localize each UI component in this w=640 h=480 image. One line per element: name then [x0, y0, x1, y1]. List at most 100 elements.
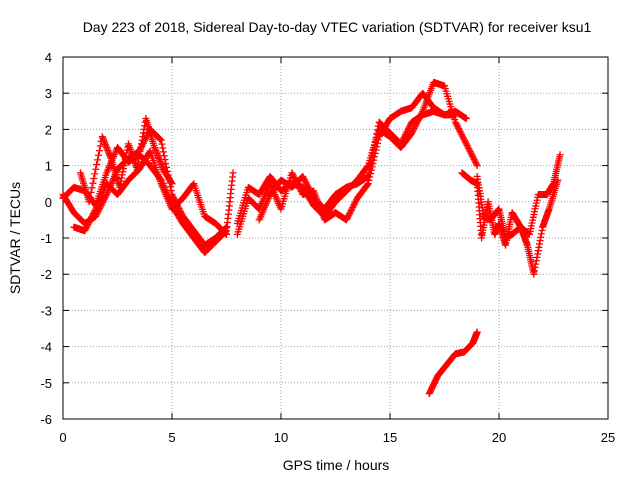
data-point: [406, 121, 414, 129]
data-point: [222, 230, 230, 238]
data-point: [83, 222, 91, 230]
data-point: [160, 152, 168, 160]
data-point: [461, 137, 469, 145]
data-point: [349, 202, 357, 210]
data-point: [402, 129, 410, 137]
data-point: [93, 161, 101, 169]
data-point: [295, 183, 303, 191]
data-point: [364, 180, 372, 188]
data-point: [366, 165, 374, 173]
data-point: [88, 213, 96, 221]
data-point: [367, 157, 375, 165]
data-point: [365, 169, 373, 177]
data-point: [370, 141, 378, 149]
data-point: [455, 126, 463, 134]
data-point: [342, 216, 350, 224]
data-point: [85, 198, 93, 206]
data-point: [350, 200, 358, 208]
data-point: [473, 328, 481, 336]
data-point: [472, 158, 480, 166]
x-tick-label: 20: [492, 430, 506, 445]
x-tick-label: 5: [168, 430, 175, 445]
data-point: [347, 207, 355, 215]
data-point: [463, 141, 471, 149]
x-tick-label: 0: [59, 430, 66, 445]
data-point: [90, 208, 98, 216]
data-point: [299, 172, 307, 180]
data-point: [87, 188, 95, 196]
data-point: [400, 134, 408, 142]
x-tick-label: 15: [383, 430, 397, 445]
data-point: [465, 146, 473, 154]
data-point: [466, 148, 474, 156]
data-point: [156, 135, 164, 143]
data-point: [343, 214, 351, 222]
data-point: [81, 227, 89, 235]
data-point: [302, 179, 310, 187]
data-point: [454, 123, 462, 131]
y-tick-label: -3: [40, 303, 52, 318]
data-point: [221, 229, 229, 237]
data-point: [455, 124, 463, 132]
data-point: [451, 111, 459, 119]
data-point: [304, 183, 312, 191]
data-point: [352, 197, 360, 205]
data-point: [86, 216, 94, 224]
series-track-3: [70, 147, 230, 238]
data-point: [92, 165, 100, 173]
data-point: [349, 203, 357, 211]
data-point: [374, 126, 382, 134]
x-tick-label: 25: [601, 430, 615, 445]
y-tick-label: 3: [45, 86, 52, 101]
data-point: [88, 184, 96, 192]
data-point: [465, 145, 473, 153]
data-point: [372, 134, 380, 142]
x-tick-label: 10: [274, 430, 288, 445]
y-tick-label: 4: [45, 50, 52, 65]
data-point: [85, 219, 93, 227]
data-point: [290, 173, 298, 181]
data-point: [472, 160, 480, 168]
data-point: [91, 207, 99, 215]
data-point: [223, 230, 230, 238]
data-point: [397, 140, 405, 148]
data-point: [296, 186, 304, 194]
data-point: [303, 182, 311, 190]
data-point: [473, 162, 481, 170]
y-tick-label: 0: [45, 195, 52, 210]
data-point: [85, 217, 93, 225]
data-point: [87, 214, 95, 222]
data-point: [345, 211, 353, 219]
data-point: [556, 151, 564, 159]
data-point: [405, 124, 413, 132]
data-point: [457, 129, 465, 137]
data-point: [189, 181, 197, 189]
data-point: [469, 152, 477, 160]
data-point: [458, 132, 466, 140]
data-point: [351, 199, 359, 207]
chart-title: Day 223 of 2018, Sidereal Day-to-day VTE…: [83, 19, 592, 35]
data-point: [300, 174, 308, 182]
data-point: [398, 138, 406, 146]
data-point: [82, 224, 90, 232]
data-point: [300, 176, 308, 184]
data-point: [308, 191, 316, 199]
data-point: [373, 130, 381, 138]
y-tick-label: -1: [40, 231, 52, 246]
data-point: [288, 169, 296, 177]
data-point: [307, 190, 315, 198]
y-tick-label: -6: [40, 412, 52, 427]
axis-ticks: 0 5 10 15 20 25 -6 -5 -4 -3 -2 -1 0 1 2 3 4: [40, 50, 615, 445]
data-point: [451, 118, 459, 126]
data-point: [398, 137, 406, 145]
data-point: [405, 123, 413, 131]
data-point: [168, 180, 176, 188]
data-point: [86, 193, 94, 201]
data-point: [370, 145, 378, 153]
data-point: [470, 155, 478, 163]
data-point: [159, 148, 167, 156]
data-point: [84, 221, 92, 229]
data-points: [59, 78, 564, 398]
data-point: [363, 181, 371, 189]
